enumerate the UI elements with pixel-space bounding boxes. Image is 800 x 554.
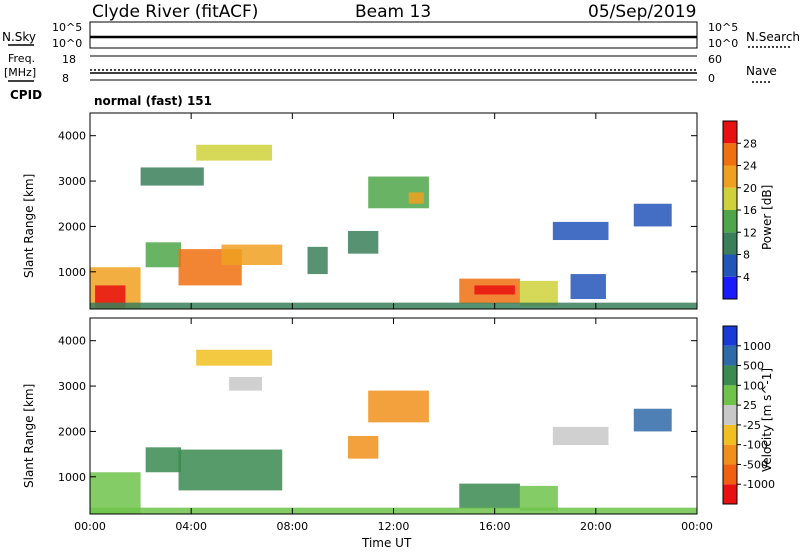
freq-top-tick: 18	[62, 53, 76, 66]
cpid-label: CPID	[10, 88, 43, 102]
power-ytick-label: 1000	[58, 266, 86, 279]
velocity-echo-region	[90, 472, 141, 514]
power-echo-region	[552, 221, 609, 241]
power-echo-region	[196, 144, 273, 161]
power-ytick-label: 2000	[58, 220, 86, 233]
velocity-colorbar-tick-label: -500	[743, 458, 768, 471]
velocity-colorbar-segment	[723, 365, 737, 386]
power-colorbar-segment	[723, 165, 737, 188]
velocity-colorbar-tick-label: 100	[743, 379, 764, 392]
velocity-colorbar-segment	[723, 385, 737, 406]
nsky-panel-frame	[89, 21, 698, 49]
cpid-value: normal (fast) 151	[94, 94, 212, 108]
power-echo-region	[95, 285, 126, 309]
power-echo-region	[347, 230, 379, 254]
velocity-echo-region	[196, 349, 273, 366]
xtick-label: 20:00	[580, 520, 612, 533]
nave-label: Nave	[746, 64, 777, 78]
velocity-colorbar-segment	[723, 464, 737, 485]
power-echo-region	[145, 242, 182, 268]
power-ytick-label: 3000	[58, 175, 86, 188]
nsky-bottom-tick: 10^0	[52, 37, 83, 50]
power-echo-region	[307, 246, 328, 275]
power-echo-region	[474, 285, 515, 295]
freq-label: Freq.	[8, 52, 36, 65]
power-colorbar-segment	[723, 121, 737, 144]
freq-unit-label: [MHz]	[4, 66, 37, 79]
velocity-colorbar-tick-label: -100	[743, 439, 768, 452]
velocity-echo-region	[368, 390, 429, 423]
power-colorbar-tick-label: 4	[743, 271, 750, 284]
velocity-colorbar-tick-label: 500	[743, 360, 764, 373]
xtick-label: 16:00	[479, 520, 511, 533]
velocity-echo-region	[459, 483, 520, 509]
velocity-colorbar-tick-label: 1000	[743, 340, 771, 353]
power-colorbar-tick-label: 28	[743, 137, 757, 150]
beam-title: Beam 13	[355, 2, 432, 22]
velocity-colorbar-segment	[723, 345, 737, 366]
velocity-colorbar-tick-label: 25	[743, 399, 757, 412]
power-echo-region	[519, 280, 558, 306]
velocity-echo-region	[178, 449, 283, 491]
xtick-label: 00:00	[74, 520, 106, 533]
velocity-colorbar-frame	[722, 325, 738, 505]
velocity-colorbar-segment	[723, 444, 737, 465]
power-colorbar-tick-label: 16	[743, 204, 757, 217]
xtick-label: 00:00	[681, 520, 713, 533]
power-colorbar-tick-label: 24	[743, 160, 757, 173]
velocity-ytick-label: 3000	[58, 380, 86, 393]
power-echo-region	[140, 167, 204, 186]
power-colorbar-segment	[723, 187, 737, 210]
nsearch-top-tick: 10^5	[708, 21, 739, 34]
nave-bottom-tick: 0	[708, 72, 715, 85]
velocity-ytick-label: 1000	[58, 471, 86, 484]
freq-bottom-tick: 8	[62, 72, 69, 85]
xtick-label: 12:00	[378, 520, 410, 533]
velocity-colorbar-segment	[723, 326, 737, 346]
velocity-echo-region	[145, 447, 182, 473]
velocity-echo-region	[229, 376, 262, 391]
nsky-label: N.Sky	[2, 30, 37, 44]
velocity-colorbar-tick-label: -1000	[743, 478, 775, 491]
velocity-colorbar-tick-label: -25	[743, 419, 761, 432]
velocity-colorbar-segment	[723, 405, 737, 425]
date-title: 05/Sep/2019	[588, 2, 697, 22]
power-colorbar-segment	[723, 276, 737, 299]
velocity-echo-region	[552, 426, 609, 446]
xtick-label: 08:00	[276, 520, 308, 533]
velocity-ytick-label: 2000	[58, 425, 86, 438]
nsearch-label: N.Search	[746, 30, 800, 44]
power-echo-region	[570, 274, 606, 300]
nsearch-bottom-tick: 10^0	[708, 37, 739, 50]
power-colorbar-tick-label: 20	[743, 182, 757, 195]
power-colorbar-tick-label: 8	[743, 249, 750, 262]
velocity-ytick-label: 4000	[58, 335, 86, 348]
power-colorbar-segment	[723, 143, 737, 166]
power-echo-region	[221, 244, 283, 265]
power-ytick-label: 4000	[58, 130, 86, 143]
velocity-echo-region	[519, 485, 558, 511]
nsky-top-tick: 10^5	[52, 21, 83, 34]
velocity-colorbar-segment	[723, 484, 737, 504]
power-echo-region	[408, 192, 424, 204]
station-title: Clyde River (fitACF)	[92, 2, 259, 22]
velocity-echo-region	[633, 408, 672, 432]
power-colorbar-segment	[723, 232, 737, 255]
nave-top-tick: 60	[708, 53, 722, 66]
power-colorbar-segment	[723, 254, 737, 277]
xtick-label: 04:00	[175, 520, 207, 533]
velocity-echo-region	[347, 435, 379, 459]
xaxis-label: Time UT	[362, 536, 412, 550]
power-echo-region	[633, 203, 672, 227]
velocity-colorbar-segment	[723, 424, 737, 445]
power-colorbar-segment	[723, 210, 737, 233]
power-colorbar-tick-label: 12	[743, 226, 757, 239]
